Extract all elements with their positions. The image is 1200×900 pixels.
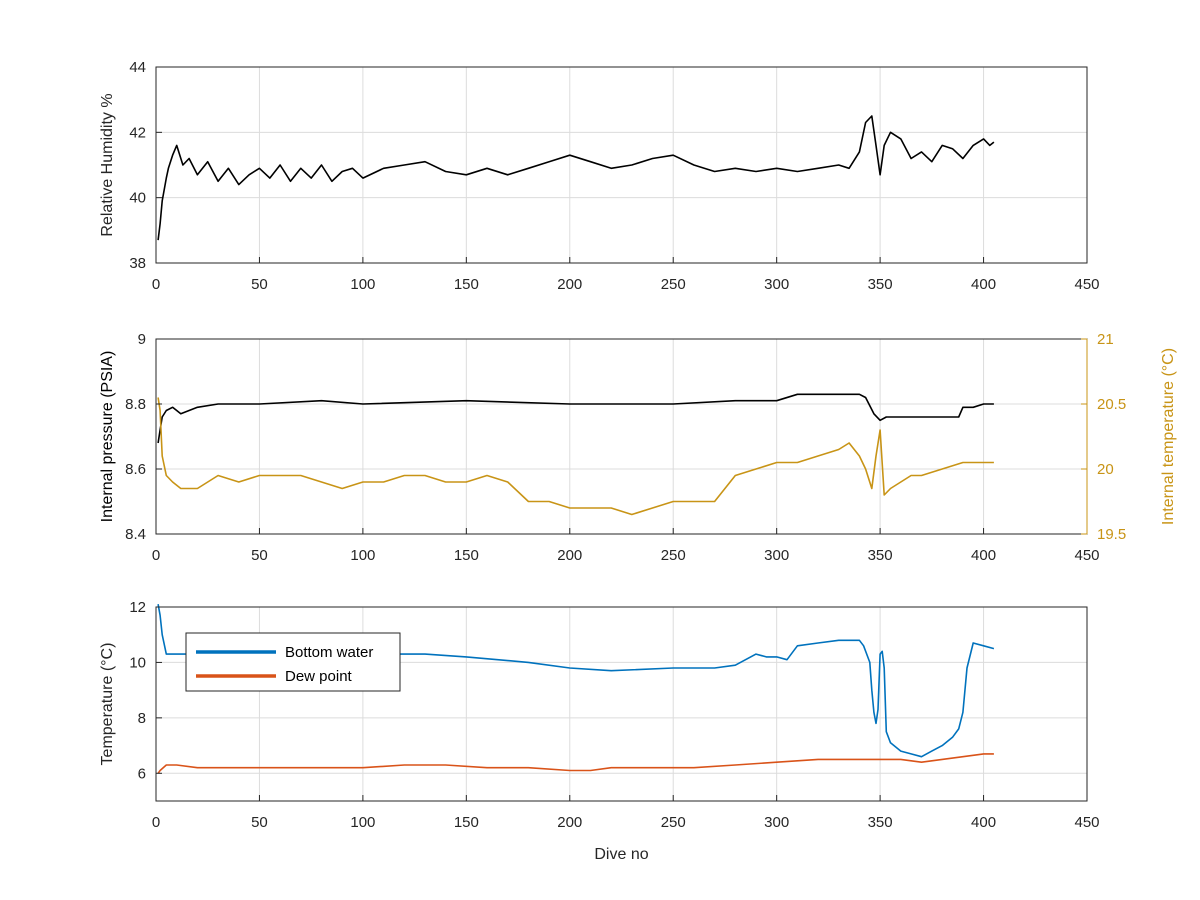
- humidity-axes-box: [155, 66, 1088, 264]
- humidity-x-tick-label: 450: [1074, 276, 1099, 293]
- legend-label-dew-point: Dew point: [285, 668, 353, 685]
- temperature-x-tick-label: 350: [868, 814, 893, 831]
- temperature-x-tick-label: 100: [350, 814, 375, 831]
- temperature-legend-box: [185, 632, 401, 692]
- pressure-x-tick-label: 450: [1074, 547, 1099, 564]
- temperature-x-tick-label: 200: [557, 814, 582, 831]
- humidity-y-tick-label: 38: [129, 255, 146, 272]
- pressure-x-tick-label: 250: [661, 547, 686, 564]
- legend-label-bottom-water: Bottom water: [285, 644, 373, 661]
- temperature-x-tick-label: 50: [251, 814, 268, 831]
- pressure-x-tick-label: 50: [251, 547, 268, 564]
- temperature-series-line-bottom-water: [157, 604, 995, 758]
- pressure-x-tick-label: 200: [557, 547, 582, 564]
- temperature-x-tick-label: 0: [152, 814, 160, 831]
- pressure-plot-area: [156, 339, 1087, 534]
- pressure-x-tick-label: 400: [971, 547, 996, 564]
- temperature-x-axis-label: Dive no: [594, 846, 648, 863]
- pressure-right-y-tick-label: 20: [1097, 461, 1114, 478]
- pressure-temperature-panel: 0 50 100 150 200 250 300 350 400 450 8.4 8.6 8.8 9 19.…: [99, 331, 1177, 564]
- temperature-x-tick-label: 300: [764, 814, 789, 831]
- temperature-series-line-dew-point: [157, 753, 994, 774]
- humidity-x-tick-label: 300: [764, 276, 789, 293]
- pressure-y-tick-label: 9: [138, 331, 146, 348]
- pressure-x-tick-label: 0: [152, 547, 160, 564]
- pressure-right-y-tick-label: 20.5: [1097, 396, 1126, 413]
- temperature-y-tick-label: 10: [129, 654, 146, 671]
- temperature-axes-box: [155, 606, 1088, 802]
- pressure-y-tick-label: 8.4: [125, 526, 146, 543]
- temperature-y-tick-label: 12: [129, 599, 146, 616]
- humidity-x-tick-label: 350: [868, 276, 893, 293]
- humidity-plot-area: [156, 67, 1087, 263]
- humidity-y-tick-label: 44: [129, 59, 146, 76]
- temperature-y-tick-label: 8: [138, 710, 146, 727]
- pressure-right-y-tick-label: 21: [1097, 331, 1114, 348]
- temperature-x-tick-label: 150: [454, 814, 479, 831]
- temperature-y-tick-label: 6: [138, 765, 146, 782]
- humidity-y-axis-label: Relative Humidity %: [99, 93, 116, 236]
- pressure-series-line-right-axis: [157, 397, 994, 516]
- humidity-series-line-left-axis: [157, 115, 995, 241]
- temperature-x-tick-label: 400: [971, 814, 996, 831]
- temperature-panel: 0 50 100 150 200 250 300 350 400 450 6 8 10 12 Tempera…: [99, 599, 1100, 863]
- temperature-y-axis-label: Temperature (°C): [99, 643, 116, 766]
- pressure-y-tick-label: 8.6: [125, 461, 146, 478]
- humidity-x-tick-label: 100: [350, 276, 375, 293]
- temperature-x-tick-label: 450: [1074, 814, 1099, 831]
- humidity-y-tick-label: 40: [129, 190, 146, 207]
- pressure-x-tick-label: 300: [764, 547, 789, 564]
- humidity-x-tick-label: 200: [557, 276, 582, 293]
- pressure-x-tick-label: 150: [454, 547, 479, 564]
- humidity-x-tick-label: 250: [661, 276, 686, 293]
- temperature-x-tick-label: 250: [661, 814, 686, 831]
- pressure-y-tick-label: 8.8: [125, 396, 146, 413]
- pressure-series-line-left-axis: [157, 393, 994, 444]
- humidity-x-tick-label: 150: [454, 276, 479, 293]
- humidity-x-tick-label: 400: [971, 276, 996, 293]
- pressure-right-y-tick-label: 19.5: [1097, 526, 1126, 543]
- humidity-x-tick-label: 0: [152, 276, 160, 293]
- pressure-x-tick-label: 100: [350, 547, 375, 564]
- pressure-right-y-axis-label: Internal temperature (°C): [1160, 348, 1177, 525]
- humidity-panel: 0 50 100 150 200 250 300 350 400 450 38 40 42 44 Relat…: [99, 59, 1100, 293]
- humidity-x-tick-label: 50: [251, 276, 268, 293]
- pressure-x-tick-label: 350: [868, 547, 893, 564]
- humidity-y-tick-label: 42: [129, 124, 146, 141]
- pressure-y-axis-label: Internal pressure (PSIA): [99, 351, 116, 523]
